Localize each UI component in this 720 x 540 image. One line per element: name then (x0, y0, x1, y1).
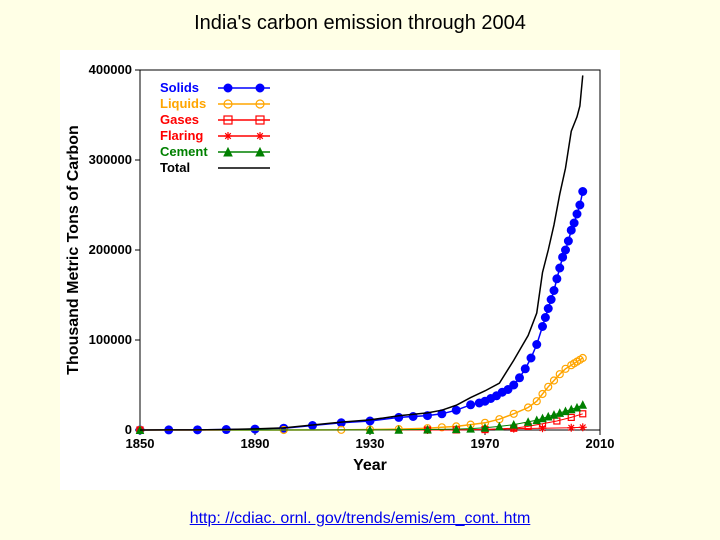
svg-text:1970: 1970 (471, 436, 500, 451)
svg-text:2010: 2010 (586, 436, 615, 451)
svg-text:Year: Year (353, 457, 387, 474)
svg-text:100000: 100000 (89, 332, 132, 347)
svg-text:400000: 400000 (89, 62, 132, 77)
svg-text:200000: 200000 (89, 242, 132, 257)
svg-text:300000: 300000 (89, 152, 132, 167)
svg-text:Liquids: Liquids (160, 96, 206, 111)
svg-text:0: 0 (125, 422, 132, 437)
svg-text:1850: 1850 (126, 436, 155, 451)
source-link[interactable]: http: //cdiac. ornl. gov/trends/emis/em_… (0, 510, 720, 528)
chart-container: 0 100000 200000 300000 400000 1850 1890 1930 197… (60, 50, 620, 490)
svg-text:Total: Total (160, 160, 190, 175)
svg-text:1930: 1930 (356, 436, 385, 451)
svg-text:1890: 1890 (241, 436, 270, 451)
svg-text:Gases: Gases (160, 112, 199, 127)
svg-text:Thousand Metric Tons of Carbon: Thousand Metric Tons of Carbon (65, 125, 82, 374)
svg-text:Cement: Cement (160, 144, 208, 159)
svg-text:Flaring: Flaring (160, 128, 203, 143)
svg-text:Solids: Solids (160, 80, 199, 95)
chart-title: India's carbon emission through 2004 (0, 0, 720, 35)
emissions-chart: 0 100000 200000 300000 400000 1850 1890 1930 197… (60, 50, 620, 490)
